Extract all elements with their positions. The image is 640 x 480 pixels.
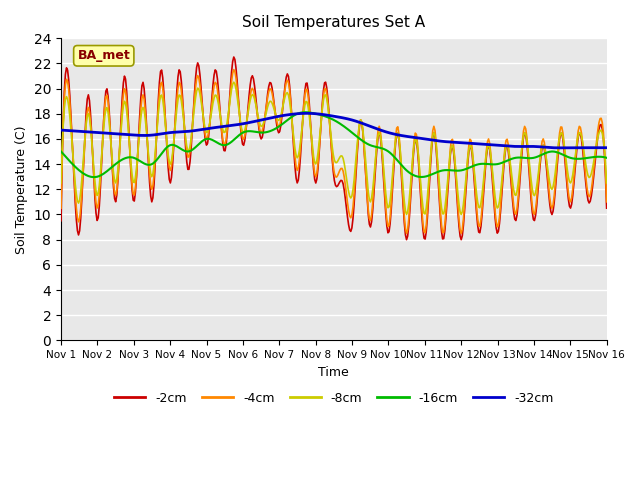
Legend: -2cm, -4cm, -8cm, -16cm, -32cm: -2cm, -4cm, -8cm, -16cm, -32cm — [109, 387, 559, 410]
Y-axis label: Soil Temperature (C): Soil Temperature (C) — [15, 125, 28, 253]
Text: BA_met: BA_met — [77, 49, 130, 62]
X-axis label: Time: Time — [319, 366, 349, 379]
Title: Soil Temperatures Set A: Soil Temperatures Set A — [243, 15, 426, 30]
